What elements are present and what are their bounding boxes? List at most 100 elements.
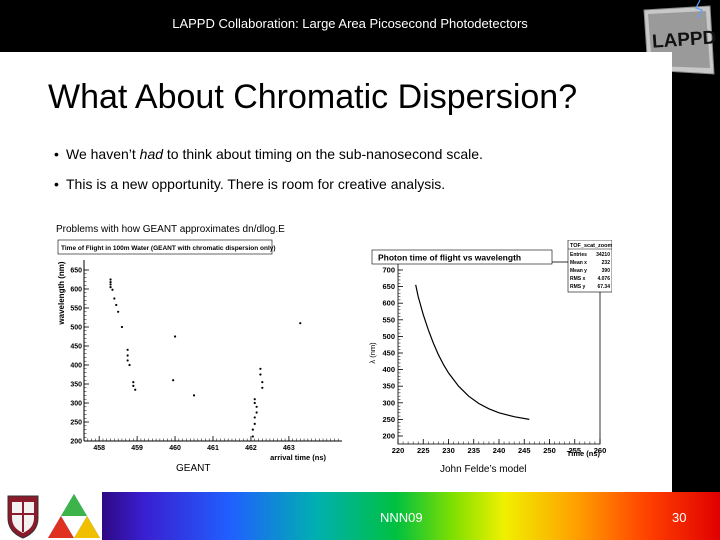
x-tick-label: 225 — [417, 446, 430, 455]
stats-label: Entries — [570, 252, 587, 258]
y-tick-label: 500 — [70, 325, 82, 332]
scatter-point — [109, 283, 112, 286]
geant-scatter-plot: Time of Flight in 100m Water (GEANT with… — [56, 238, 346, 468]
tof-curve — [415, 284, 530, 420]
y-axis-label: wavelength (nm) — [57, 261, 66, 325]
scatter-point — [251, 428, 254, 431]
stats-label: Mean y — [570, 268, 587, 274]
scatter-point — [261, 386, 264, 389]
stats-value: 34210 — [596, 252, 610, 258]
scatter-point — [111, 288, 114, 291]
scatter-point — [173, 335, 177, 338]
scatter-point — [132, 381, 135, 384]
y-tick-label: 350 — [70, 382, 82, 389]
bullet-dot: • — [54, 146, 59, 162]
triangle-logo-icon — [48, 494, 100, 538]
y-tick-label: 550 — [382, 315, 395, 324]
bullet-1-text-b: to think about timing on the sub-nanosec… — [163, 146, 483, 162]
x-tick-label: 220 — [392, 446, 405, 455]
y-tick-label: 450 — [382, 349, 395, 358]
plot-caption: Problems with how GEANT approximates dn/… — [56, 224, 285, 235]
bullet-dot: • — [54, 176, 59, 192]
felde-plot-label: John Felde’s model — [440, 464, 527, 475]
scatter-point — [261, 381, 264, 384]
scatter-point — [117, 310, 120, 313]
bullet-2-text: This is a new opportunity. There is room… — [66, 176, 446, 192]
scatter-point — [255, 405, 258, 408]
scatter-point — [115, 303, 118, 307]
x-tick-label: 235 — [467, 446, 480, 455]
x-tick-label: 260 — [594, 446, 607, 455]
scatter-point — [253, 398, 256, 401]
x-tick-label: 461 — [207, 445, 219, 452]
footer-conference: NNN09 — [380, 510, 423, 525]
plot-background — [56, 238, 346, 468]
scatter-point — [192, 394, 196, 397]
stats-label: RMS x — [570, 276, 586, 282]
x-tick-label: 245 — [518, 446, 531, 455]
scatter-point — [109, 286, 112, 289]
scatter-point — [109, 281, 112, 284]
y-tick-label: 550 — [70, 306, 82, 313]
y-tick-label: 300 — [382, 398, 395, 407]
y-tick-label: 600 — [70, 287, 82, 294]
y-tick-label: 200 — [382, 432, 395, 441]
scatter-point — [128, 363, 131, 367]
tof-line-plot: Photon time of flight vs wavelength TOF_… — [342, 240, 612, 458]
geant-plot-label: GEANT — [176, 463, 211, 474]
y-tick-label: 250 — [382, 415, 395, 424]
stats-value: 67.34 — [597, 284, 610, 290]
plot-title-box — [371, 249, 553, 265]
x-tick-label: 458 — [93, 445, 105, 452]
y-tick-label: 200 — [70, 439, 82, 446]
y-tick-label: 600 — [382, 299, 395, 308]
scatter-point — [259, 373, 262, 376]
plot-title: Photon time of flight vs wavelength — [378, 253, 521, 263]
scatter-point — [299, 322, 302, 325]
lappd-logo-text: LAPPD — [651, 27, 717, 52]
x-tick-label: 250 — [543, 446, 556, 455]
footer-bar: NNN09 30 — [0, 492, 720, 540]
bullet-1: • We haven’t had to think about timing on… — [54, 146, 483, 162]
x-tick-label: 463 — [283, 445, 295, 452]
y-tick-label: 250 — [70, 420, 82, 427]
scatter-point — [253, 422, 256, 425]
bullet-1-text-a: We haven’t — [66, 146, 140, 162]
x-axis-label: Time (ns) — [567, 449, 601, 458]
stats-name: TOF_scat_zoom — [570, 243, 612, 249]
stats-value: 232 — [602, 260, 611, 266]
plot-title-box — [57, 239, 273, 255]
stats-label: Mean x — [570, 260, 587, 266]
plot-title: Time of Flight in 100m Water (GEANT with… — [61, 245, 276, 252]
y-tick-label: 650 — [382, 282, 395, 291]
bullet-1-emphasis: had — [139, 146, 164, 162]
scatter-point — [172, 379, 175, 382]
scatter-point — [134, 388, 137, 391]
plot-axes: 200 250 300 350 400 450 500 550 600 650 700 220 225 2… — [382, 266, 606, 456]
scatter-point — [251, 435, 254, 438]
x-tick-label: 459 — [131, 445, 143, 452]
y-tick-label: 700 — [382, 266, 395, 275]
x-tick-label: 460 — [169, 445, 181, 452]
y-tick-label: 450 — [70, 344, 82, 351]
scatter-point — [255, 411, 258, 414]
y-tick-label: 350 — [382, 382, 395, 391]
x-tick-label: 240 — [493, 446, 506, 455]
plot-axes: 200 250 300 350 400 450 500 550 600 650 458 459 460 4… — [70, 260, 342, 452]
y-tick-label: 500 — [382, 332, 395, 341]
stats-box: TOF_scat_zoom Entries 34210 Mean x 232 Mean y… — [567, 240, 612, 293]
scatter-point — [253, 401, 256, 405]
bullet-2: • This is a new opportunity. There is roo… — [54, 176, 445, 192]
page-number: 30 — [672, 510, 687, 525]
x-tick-label: 462 — [245, 445, 257, 452]
stats-value: 390 — [602, 268, 611, 274]
y-tick-label: 300 — [70, 401, 82, 408]
y-tick-label: 650 — [70, 268, 82, 275]
slide-body: What About Chromatic Dispersion? • We hav… — [0, 52, 672, 492]
x-tick-label: 230 — [442, 446, 455, 455]
scatter-point — [126, 354, 129, 357]
y-tick-label: 400 — [382, 365, 395, 374]
header-bar: LAPPD Collaboration: Large Area Picoseco… — [0, 0, 720, 52]
scatter-point — [120, 325, 124, 329]
scatter-point — [126, 348, 129, 351]
